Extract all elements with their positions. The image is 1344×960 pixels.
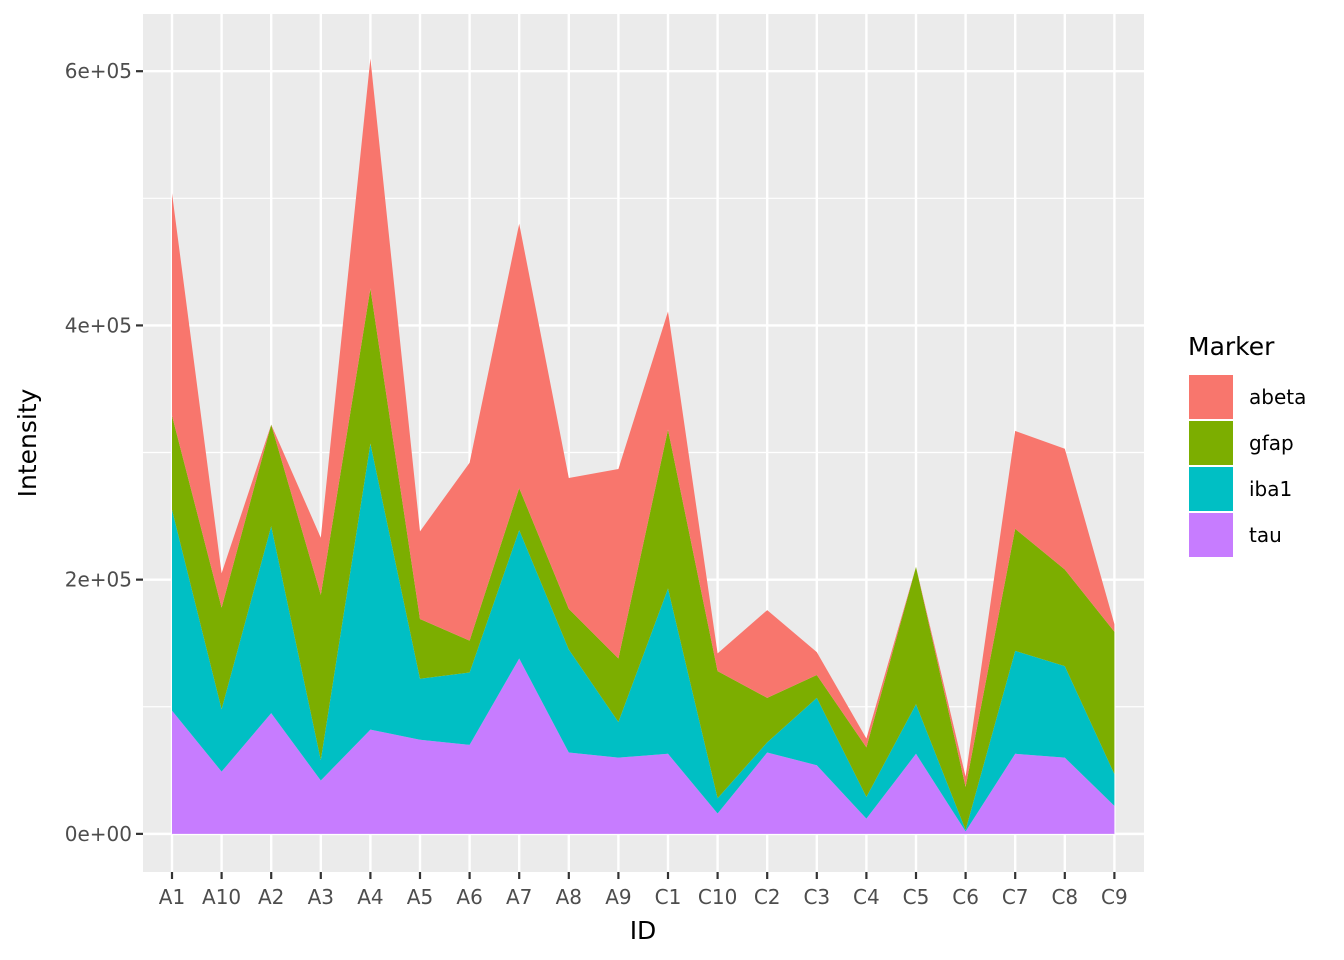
x-axis-title: ID bbox=[630, 916, 657, 945]
x-tick-label: C2 bbox=[754, 885, 781, 909]
x-axis: A1 A10 A2 A3 A4 A5 A6 A7 A8 A9 C1 C10 C2 C3 C4 C5 C6 C7 C8… bbox=[159, 872, 1128, 909]
y-tick-label: 6e+05 bbox=[65, 59, 132, 83]
y-tick-label: 0e+00 bbox=[65, 822, 132, 846]
x-tick-label: C7 bbox=[1002, 885, 1029, 909]
legend-key-abeta bbox=[1189, 375, 1233, 419]
x-tick-label: C1 bbox=[655, 885, 682, 909]
x-tick-label: A10 bbox=[202, 885, 241, 909]
y-axis-title: Intensity bbox=[13, 388, 42, 497]
legend-label-gfap: gfap bbox=[1249, 431, 1294, 455]
x-tick-label: C4 bbox=[853, 885, 880, 909]
y-tick-label: 4e+05 bbox=[65, 313, 132, 337]
x-tick-label: A6 bbox=[456, 885, 482, 909]
area-abeta bbox=[172, 58, 1115, 787]
x-tick-label: A5 bbox=[407, 885, 433, 909]
x-tick-label: A3 bbox=[308, 885, 334, 909]
x-tick-label: C5 bbox=[903, 885, 930, 909]
y-axis: 0e+00 2e+05 4e+05 6e+05 bbox=[65, 59, 143, 846]
x-tick-label: A9 bbox=[605, 885, 631, 909]
x-tick-label: A2 bbox=[258, 885, 284, 909]
legend-key-tau bbox=[1189, 513, 1233, 557]
x-tick-label: C3 bbox=[803, 885, 830, 909]
area-gfap bbox=[172, 288, 1115, 831]
area-series bbox=[172, 58, 1115, 834]
x-tick-label: A4 bbox=[357, 885, 383, 909]
legend-key-gfap bbox=[1189, 421, 1233, 465]
y-tick-label: 2e+05 bbox=[65, 568, 132, 592]
area-iba1 bbox=[172, 443, 1115, 832]
x-tick-label: A8 bbox=[556, 885, 582, 909]
x-tick-label: C8 bbox=[1051, 885, 1078, 909]
x-tick-label: C6 bbox=[952, 885, 979, 909]
legend-label-iba1: iba1 bbox=[1249, 477, 1292, 501]
legend-label-abeta: abeta bbox=[1249, 385, 1306, 409]
legend: Marker abeta gfap iba1 tau bbox=[1188, 332, 1306, 557]
x-tick-label: C9 bbox=[1101, 885, 1128, 909]
x-tick-label: A7 bbox=[506, 885, 532, 909]
x-tick-label: A1 bbox=[159, 885, 185, 909]
legend-title: Marker bbox=[1188, 332, 1275, 361]
legend-label-tau: tau bbox=[1249, 523, 1282, 547]
legend-key-iba1 bbox=[1189, 467, 1233, 511]
area-tau bbox=[172, 658, 1115, 834]
x-tick-label: C10 bbox=[698, 885, 737, 909]
